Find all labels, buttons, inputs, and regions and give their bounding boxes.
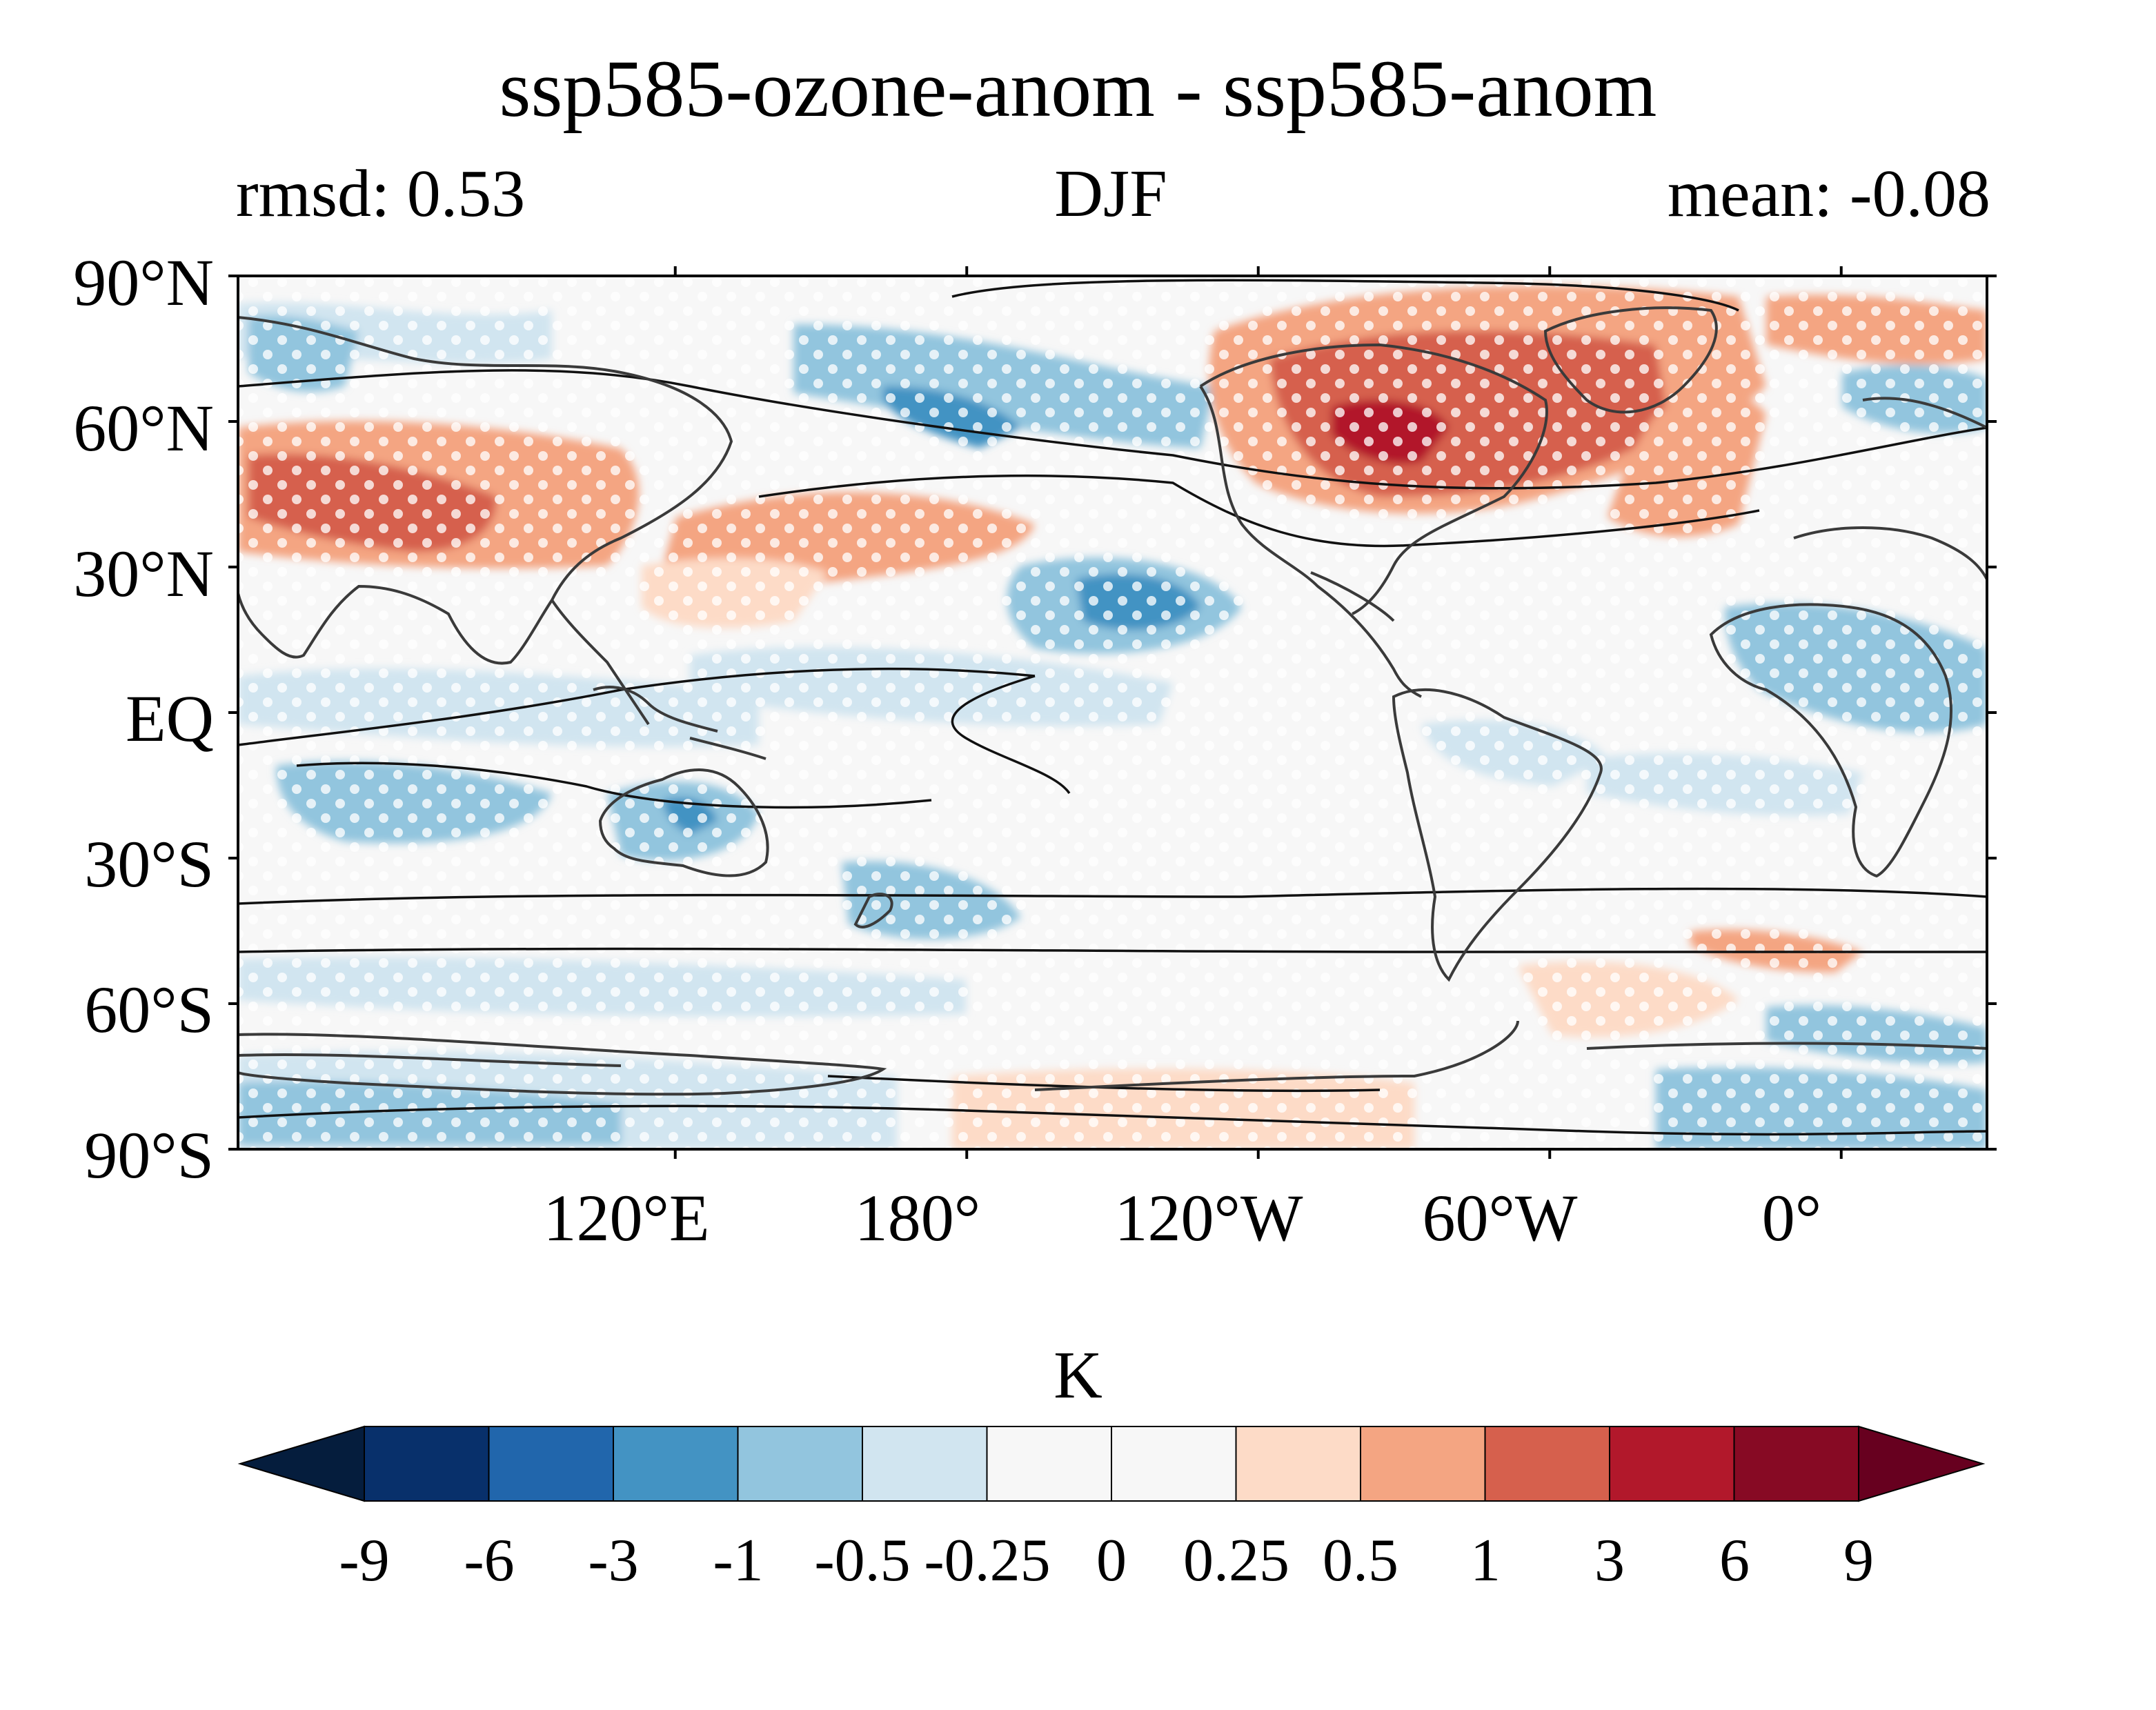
coastlines [238, 306, 1987, 1096]
colorbar-segment [613, 1426, 739, 1502]
colorbar-segment [1609, 1426, 1735, 1502]
colorbar-segment [1733, 1426, 1859, 1502]
significance-stippling [238, 276, 1987, 1149]
colorbar-unit-label: K [1054, 1338, 1102, 1413]
colorbar-segment [737, 1426, 863, 1502]
colorbar-segment [1484, 1426, 1610, 1502]
lon-label-120e: 120°E [543, 1181, 710, 1255]
colorbar-tick-label: -0.5 [814, 1527, 911, 1594]
plot-title: ssp585-ozone-anom - ssp585-anom [499, 43, 1657, 134]
colorbar-tick-label: 9 [1843, 1527, 1874, 1594]
lat-label-90s: 90°S [84, 1118, 214, 1192]
climatology-contours [238, 279, 1987, 1136]
colorbar-segment [364, 1426, 490, 1502]
colorbar-tick-label: -1 [713, 1527, 764, 1594]
lat-label-90n: 90°N [73, 246, 214, 319]
colorbar-tick-label: 1 [1470, 1527, 1501, 1594]
colorbar-segment [862, 1426, 988, 1502]
colorbar-tick-label: -0.25 [924, 1527, 1051, 1594]
colorbar-tick-label: -9 [339, 1527, 390, 1594]
lat-label-60s: 60°S [84, 973, 214, 1046]
lon-label-0: 0° [1761, 1181, 1822, 1255]
colorbar-tick-label: 6 [1719, 1527, 1750, 1594]
colorbar-tick-label: 3 [1594, 1527, 1625, 1594]
colorbar-tick-label: 0 [1096, 1527, 1127, 1594]
colorbar-over-extension [1858, 1425, 1986, 1502]
rmsd-label: rmsd: 0.53 [236, 157, 526, 231]
lat-label-30s: 30°S [84, 827, 214, 901]
axis-ticks [228, 266, 1997, 1159]
lon-label-180: 180° [854, 1181, 981, 1255]
colorbar-segment [1111, 1426, 1237, 1502]
lat-label-60n: 60°N [73, 391, 214, 465]
colorbar-under-extension [237, 1425, 365, 1502]
mean-label: mean: -0.08 [1667, 157, 1990, 231]
lon-label-60w: 60°W [1422, 1181, 1578, 1255]
colorbar-segment [986, 1426, 1112, 1502]
lat-label-30n: 30°N [73, 537, 214, 610]
colorbar-segment [488, 1426, 614, 1502]
colorbar [237, 1425, 1986, 1502]
colorbar-segment [1360, 1426, 1486, 1502]
map-plot-area [238, 276, 1987, 1149]
colorbar-segment [1235, 1426, 1361, 1502]
season-label: DJF [1054, 157, 1167, 231]
colorbar-tick-label: -6 [464, 1527, 515, 1594]
colorbar-tick-label: -3 [588, 1527, 639, 1594]
colorbar-tick-label: 0.5 [1323, 1527, 1398, 1594]
lon-label-120w: 120°W [1114, 1181, 1303, 1255]
lat-label-eq: EQ [126, 682, 214, 755]
colorbar-tick-label: 0.25 [1183, 1527, 1289, 1594]
